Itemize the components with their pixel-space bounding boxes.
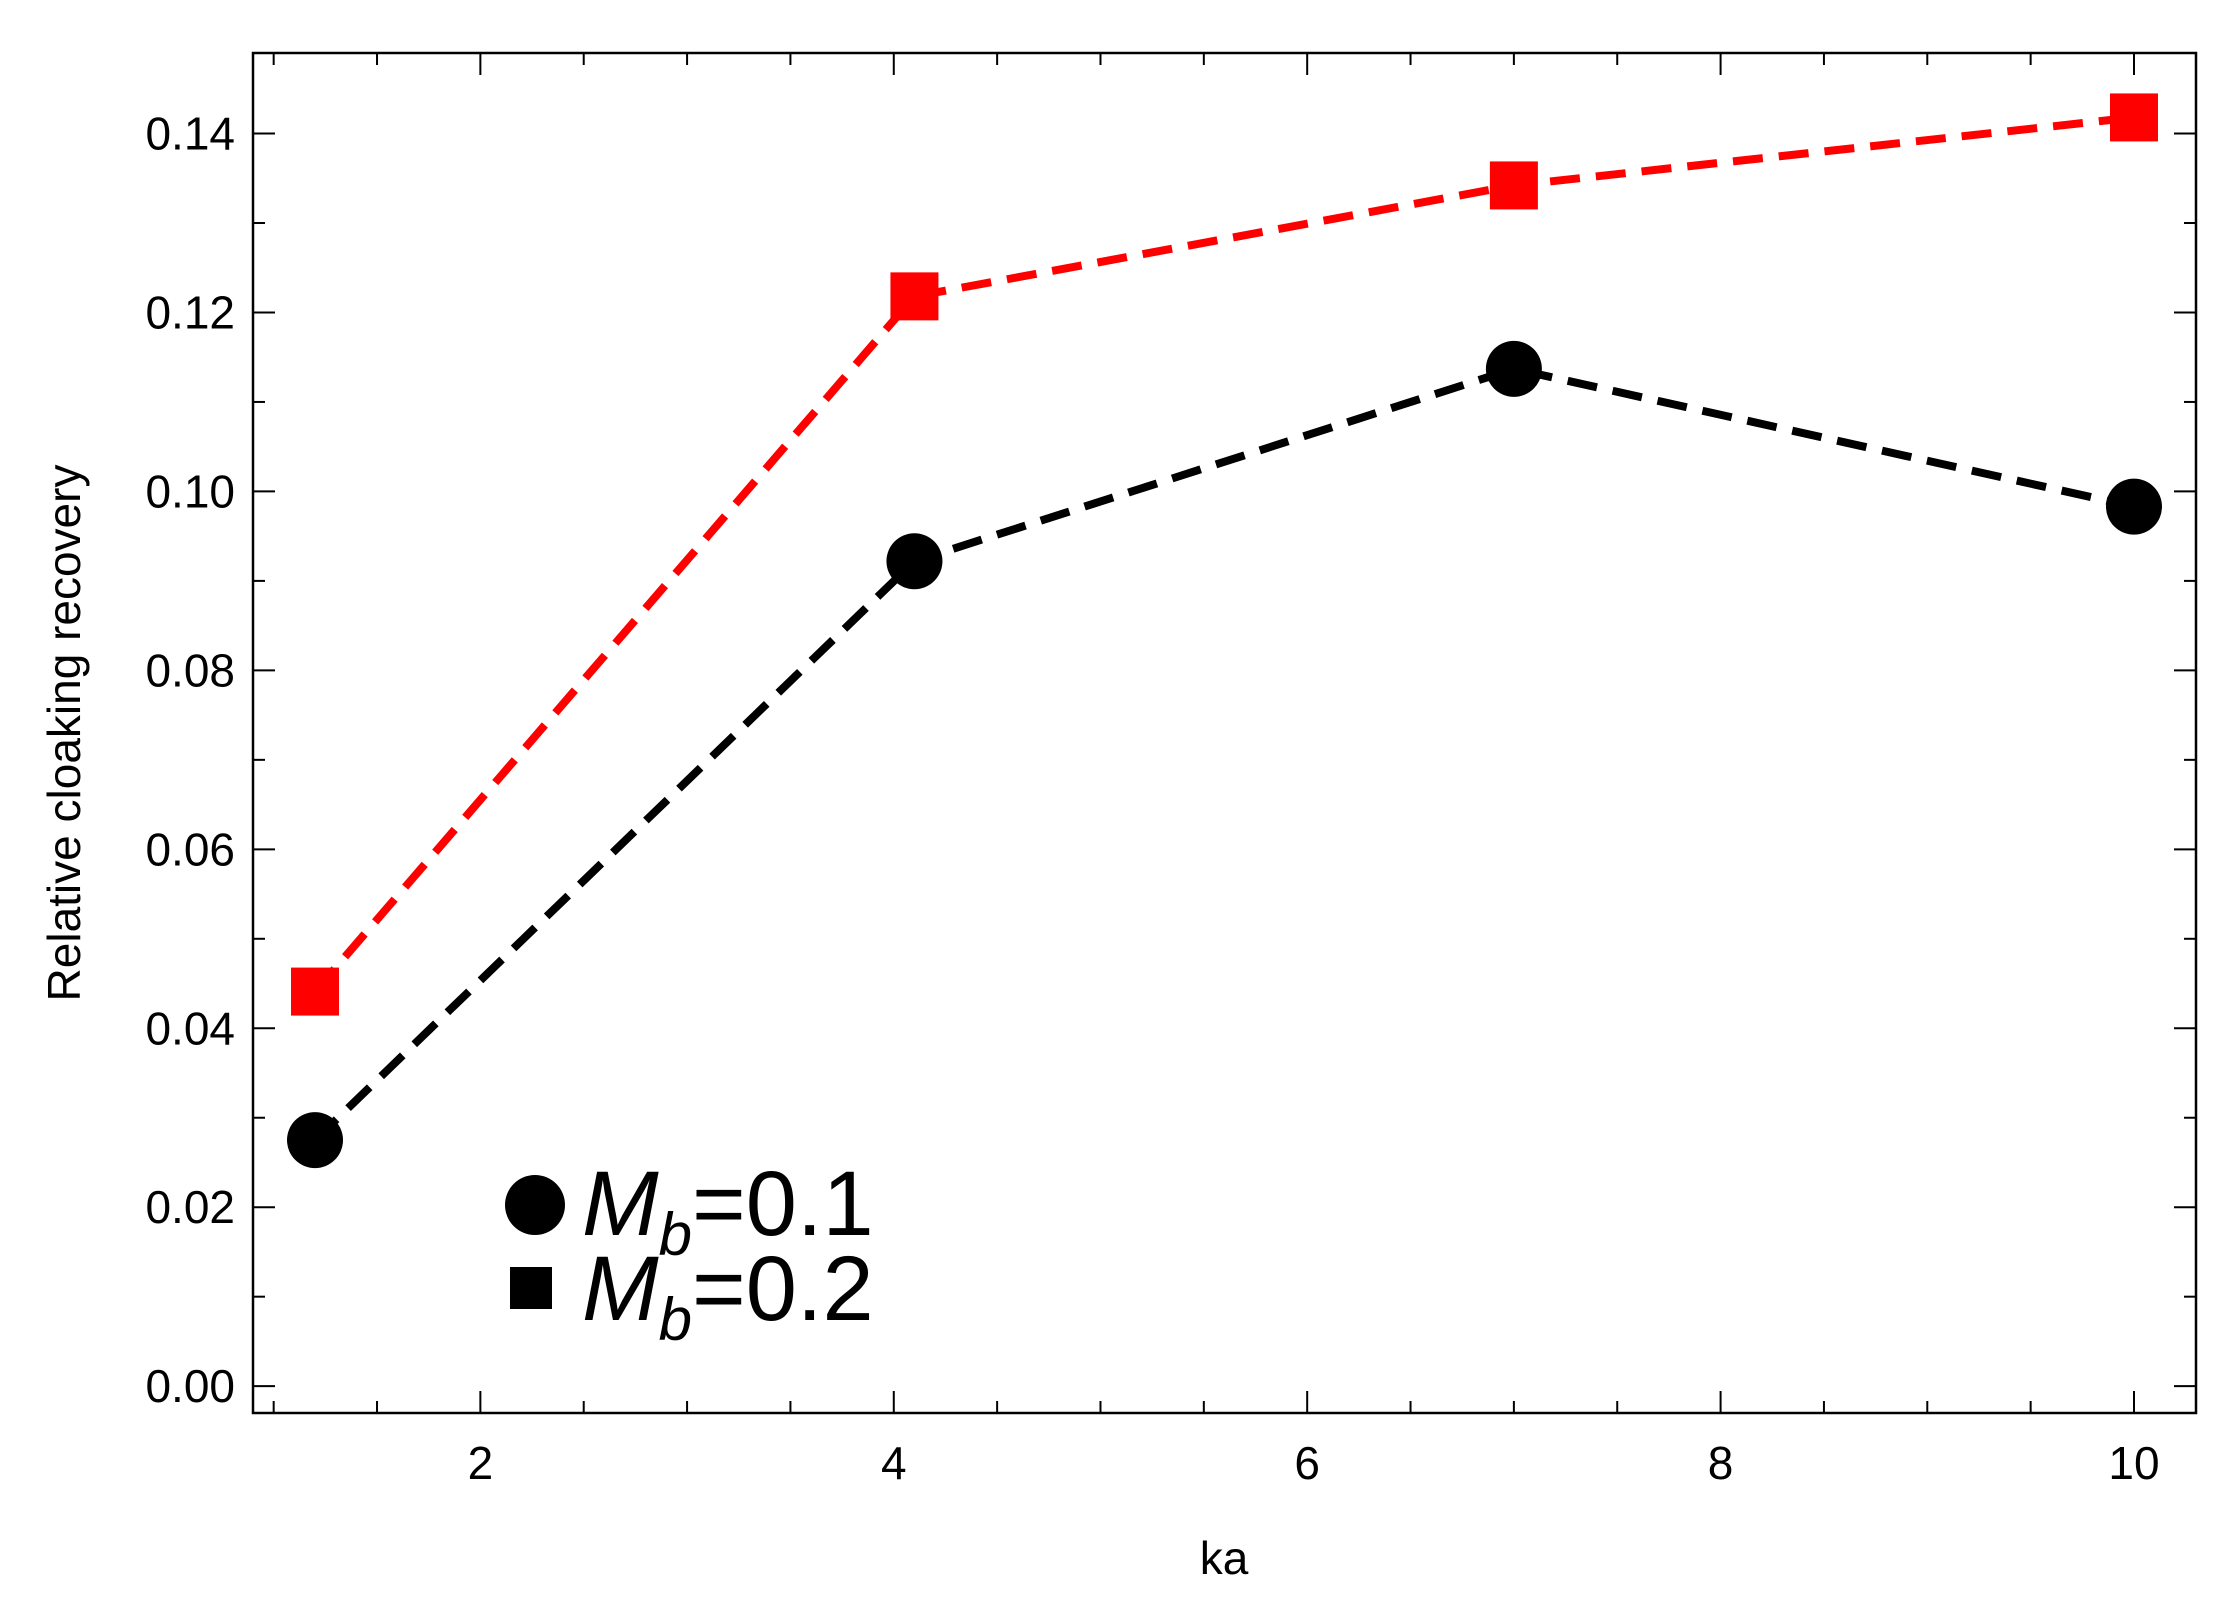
x-axis-label: ka — [1200, 1532, 1249, 1584]
y-tick-label: 0.14 — [145, 108, 235, 160]
legend-entry-series-2: Mb=0.2 — [510, 1238, 874, 1353]
y-tick-label: 0.04 — [145, 1002, 235, 1054]
legend-symbol: M — [582, 1153, 659, 1255]
data-point-square — [1489, 161, 1538, 210]
x-tick-label: 6 — [1294, 1437, 1320, 1489]
legend-marker-circle — [505, 1175, 565, 1235]
y-tick-label: 0.12 — [145, 286, 235, 338]
data-point-square — [291, 967, 340, 1016]
legend: Mb=0.1 Mb=0.2 — [505, 1153, 874, 1353]
data-point-circle — [287, 1112, 344, 1169]
legend-subscript: b — [659, 1286, 692, 1353]
data-point-circle — [886, 533, 943, 590]
y-tick-label: 0.00 — [145, 1360, 235, 1412]
series-line-1 — [312, 364, 2135, 1143]
plot-frame — [251, 51, 2198, 1415]
legend-marker-square — [510, 1267, 552, 1309]
legend-symbol: M — [582, 1238, 659, 1340]
axis-ticks — [253, 53, 2196, 1413]
data-point-square — [2109, 93, 2158, 142]
legend-subscript: b — [659, 1201, 692, 1268]
x-tick-label: 8 — [1708, 1437, 1734, 1489]
legend-entry-series-1: Mb=0.1 — [505, 1153, 874, 1268]
x-tick-label: 10 — [2108, 1437, 2159, 1489]
legend-label-series-1: Mb=0.1 — [582, 1153, 874, 1268]
data-point-circle — [1485, 340, 1542, 397]
axis-tick-labels: 2 4 6 8 10 0.00 0.02 0.04 0.06 0.08 0.10 0.12 0.14 — [145, 108, 2159, 1489]
series-markers — [287, 93, 2162, 1169]
legend-suffix: =0.1 — [692, 1153, 874, 1255]
legend-suffix: =0.2 — [692, 1238, 874, 1340]
legend-label-series-2: Mb=0.2 — [582, 1238, 874, 1353]
data-point-circle — [2105, 478, 2162, 535]
series-line-2 — [311, 113, 2135, 995]
y-tick-label: 0.02 — [145, 1181, 235, 1233]
x-tick-label: 2 — [468, 1437, 494, 1489]
y-tick-label: 0.10 — [145, 465, 235, 517]
y-axis-label: Relative cloaking recovery — [38, 465, 90, 1002]
x-tick-label: 4 — [881, 1437, 907, 1489]
y-tick-label: 0.06 — [145, 823, 235, 875]
data-point-square — [890, 272, 939, 321]
series-lines — [311, 113, 2135, 1143]
y-tick-label: 0.08 — [145, 644, 235, 696]
